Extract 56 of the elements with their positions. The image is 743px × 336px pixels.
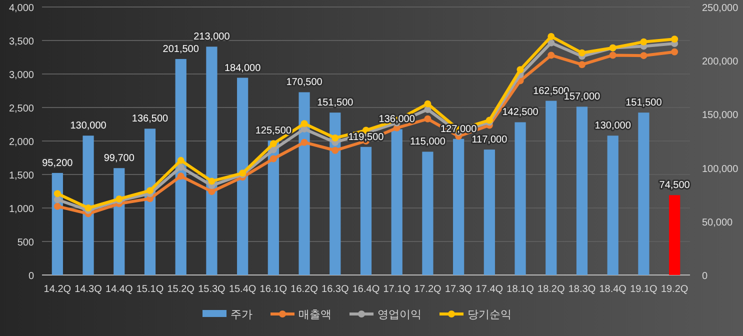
data-label: 74,500 <box>659 180 690 192</box>
data-label: 99,700 <box>104 153 135 164</box>
x-tick-label: 19.1Q <box>630 284 658 295</box>
x-tick-label: 16.2Q <box>290 284 318 295</box>
y-tick-label: 0 <box>28 271 34 282</box>
y2-tick-label: 100,000 <box>702 164 739 175</box>
data-label: 130,000 <box>594 120 632 132</box>
x-tick-label: 18.1Q <box>506 284 534 295</box>
x-tick-label: 17.4Q <box>476 284 504 295</box>
data-label: 142,500 <box>502 107 539 118</box>
x-tick-label: 15.4Q <box>228 284 256 295</box>
y2-tick-label: 50,000 <box>702 217 734 228</box>
data-label: 117,000 <box>472 134 508 146</box>
legend-label: 주가 <box>230 309 252 321</box>
legend-label: 매출액 <box>298 309 332 321</box>
data-label: 213,000 <box>194 32 230 43</box>
y2-tick-label: 0 <box>702 271 708 282</box>
y-tick-label: 500 <box>17 238 34 248</box>
y2-tick-label: 150,000 <box>702 110 739 122</box>
data-label: 184,000 <box>224 62 262 74</box>
y2-tick-label: 250,000 <box>702 3 739 14</box>
data-label: 151,500 <box>317 98 354 109</box>
x-tick-label: 15.2Q <box>167 284 195 295</box>
x-tick-label: 18.2Q <box>538 284 565 295</box>
data-label: 125,500 <box>255 125 292 136</box>
data-label: 95,200 <box>42 158 74 169</box>
y-tick-label: 2,000 <box>8 137 34 148</box>
x-tick-label: 18.4Q <box>599 284 627 295</box>
x-tick-label: 16.3Q <box>322 284 349 295</box>
y-tick-label: 1,500 <box>8 170 34 182</box>
x-tick-label: 19.2Q <box>660 284 688 295</box>
x-tick-label: 17.1Q <box>383 284 411 295</box>
x-tick-label: 16.1Q <box>260 284 288 295</box>
x-tick-label: 15.1Q <box>136 284 164 295</box>
y-tick-label: 4,000 <box>8 3 34 14</box>
x-tick-label: 16.4Q <box>352 284 380 295</box>
data-label: 115,000 <box>410 136 446 148</box>
y2-tick-label: 200,000 <box>702 56 739 68</box>
x-tick-label: 14.2Q <box>44 284 72 295</box>
x-tick-label: 14.4Q <box>106 284 133 295</box>
y-tick-label: 3,500 <box>8 36 34 48</box>
x-tick-label: 15.3Q <box>198 284 226 295</box>
data-label: 130,000 <box>70 120 107 132</box>
x-tick-label: 17.3Q <box>444 284 472 295</box>
data-label: 151,500 <box>626 98 662 109</box>
x-tick-label: 18.3Q <box>568 284 596 295</box>
data-label: 136,500 <box>132 114 169 125</box>
y-tick-label: 3,000 <box>8 70 34 81</box>
legend-label: 영업이익 <box>378 309 422 321</box>
data-label: 170,500 <box>286 77 323 88</box>
x-tick-label: 17.2Q <box>414 284 442 295</box>
y-tick-label: 1,000 <box>8 204 34 215</box>
legend-label: 당기순익 <box>468 309 512 321</box>
data-label: 201,500 <box>162 44 200 55</box>
x-tick-label: 14.3Q <box>74 284 102 295</box>
y-tick-label: 2,500 <box>8 104 34 114</box>
